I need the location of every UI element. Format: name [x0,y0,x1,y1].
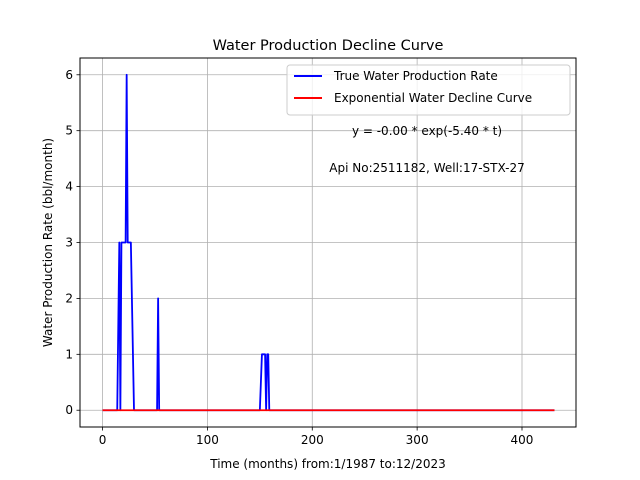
x-tick-label: 200 [301,433,324,447]
y-tick-label: 0 [65,403,73,417]
chart-title: Water Production Decline Curve [213,38,444,54]
y-tick-label: 3 [65,236,73,250]
x-tick-label: 0 [99,433,107,447]
legend-label-decline-curve: Exponential Water Decline Curve [334,91,532,105]
grid [80,58,576,427]
y-tick-label: 4 [65,180,73,194]
legend: True Water Production Rate Exponential W… [286,64,571,116]
axis-ticks: 0 100 200 300 400 0 1 2 3 4 5 6 [65,68,533,447]
equation-annotation: y = -0.00 * exp(-5.40 * t) [352,124,502,138]
legend-box [286,64,571,116]
well-annotation: Api No:2511182, Well:17-STX-27 [329,161,524,175]
y-tick-label: 6 [65,68,73,82]
y-axis-title: Water Production Rate (bbl/month) [41,138,55,347]
y-tick-label: 1 [65,347,73,361]
y-tick-label: 5 [65,124,73,138]
series-lines [102,73,555,412]
x-tick-label: 300 [406,433,429,447]
x-axis-title: Time (months) from:1/1987 to:12/2023 [209,457,446,471]
x-tick-label: 400 [511,433,534,447]
x-tick-label: 100 [196,433,219,447]
y-tick-label: 2 [65,291,73,305]
legend-label-true-rate: True Water Production Rate [333,69,498,83]
